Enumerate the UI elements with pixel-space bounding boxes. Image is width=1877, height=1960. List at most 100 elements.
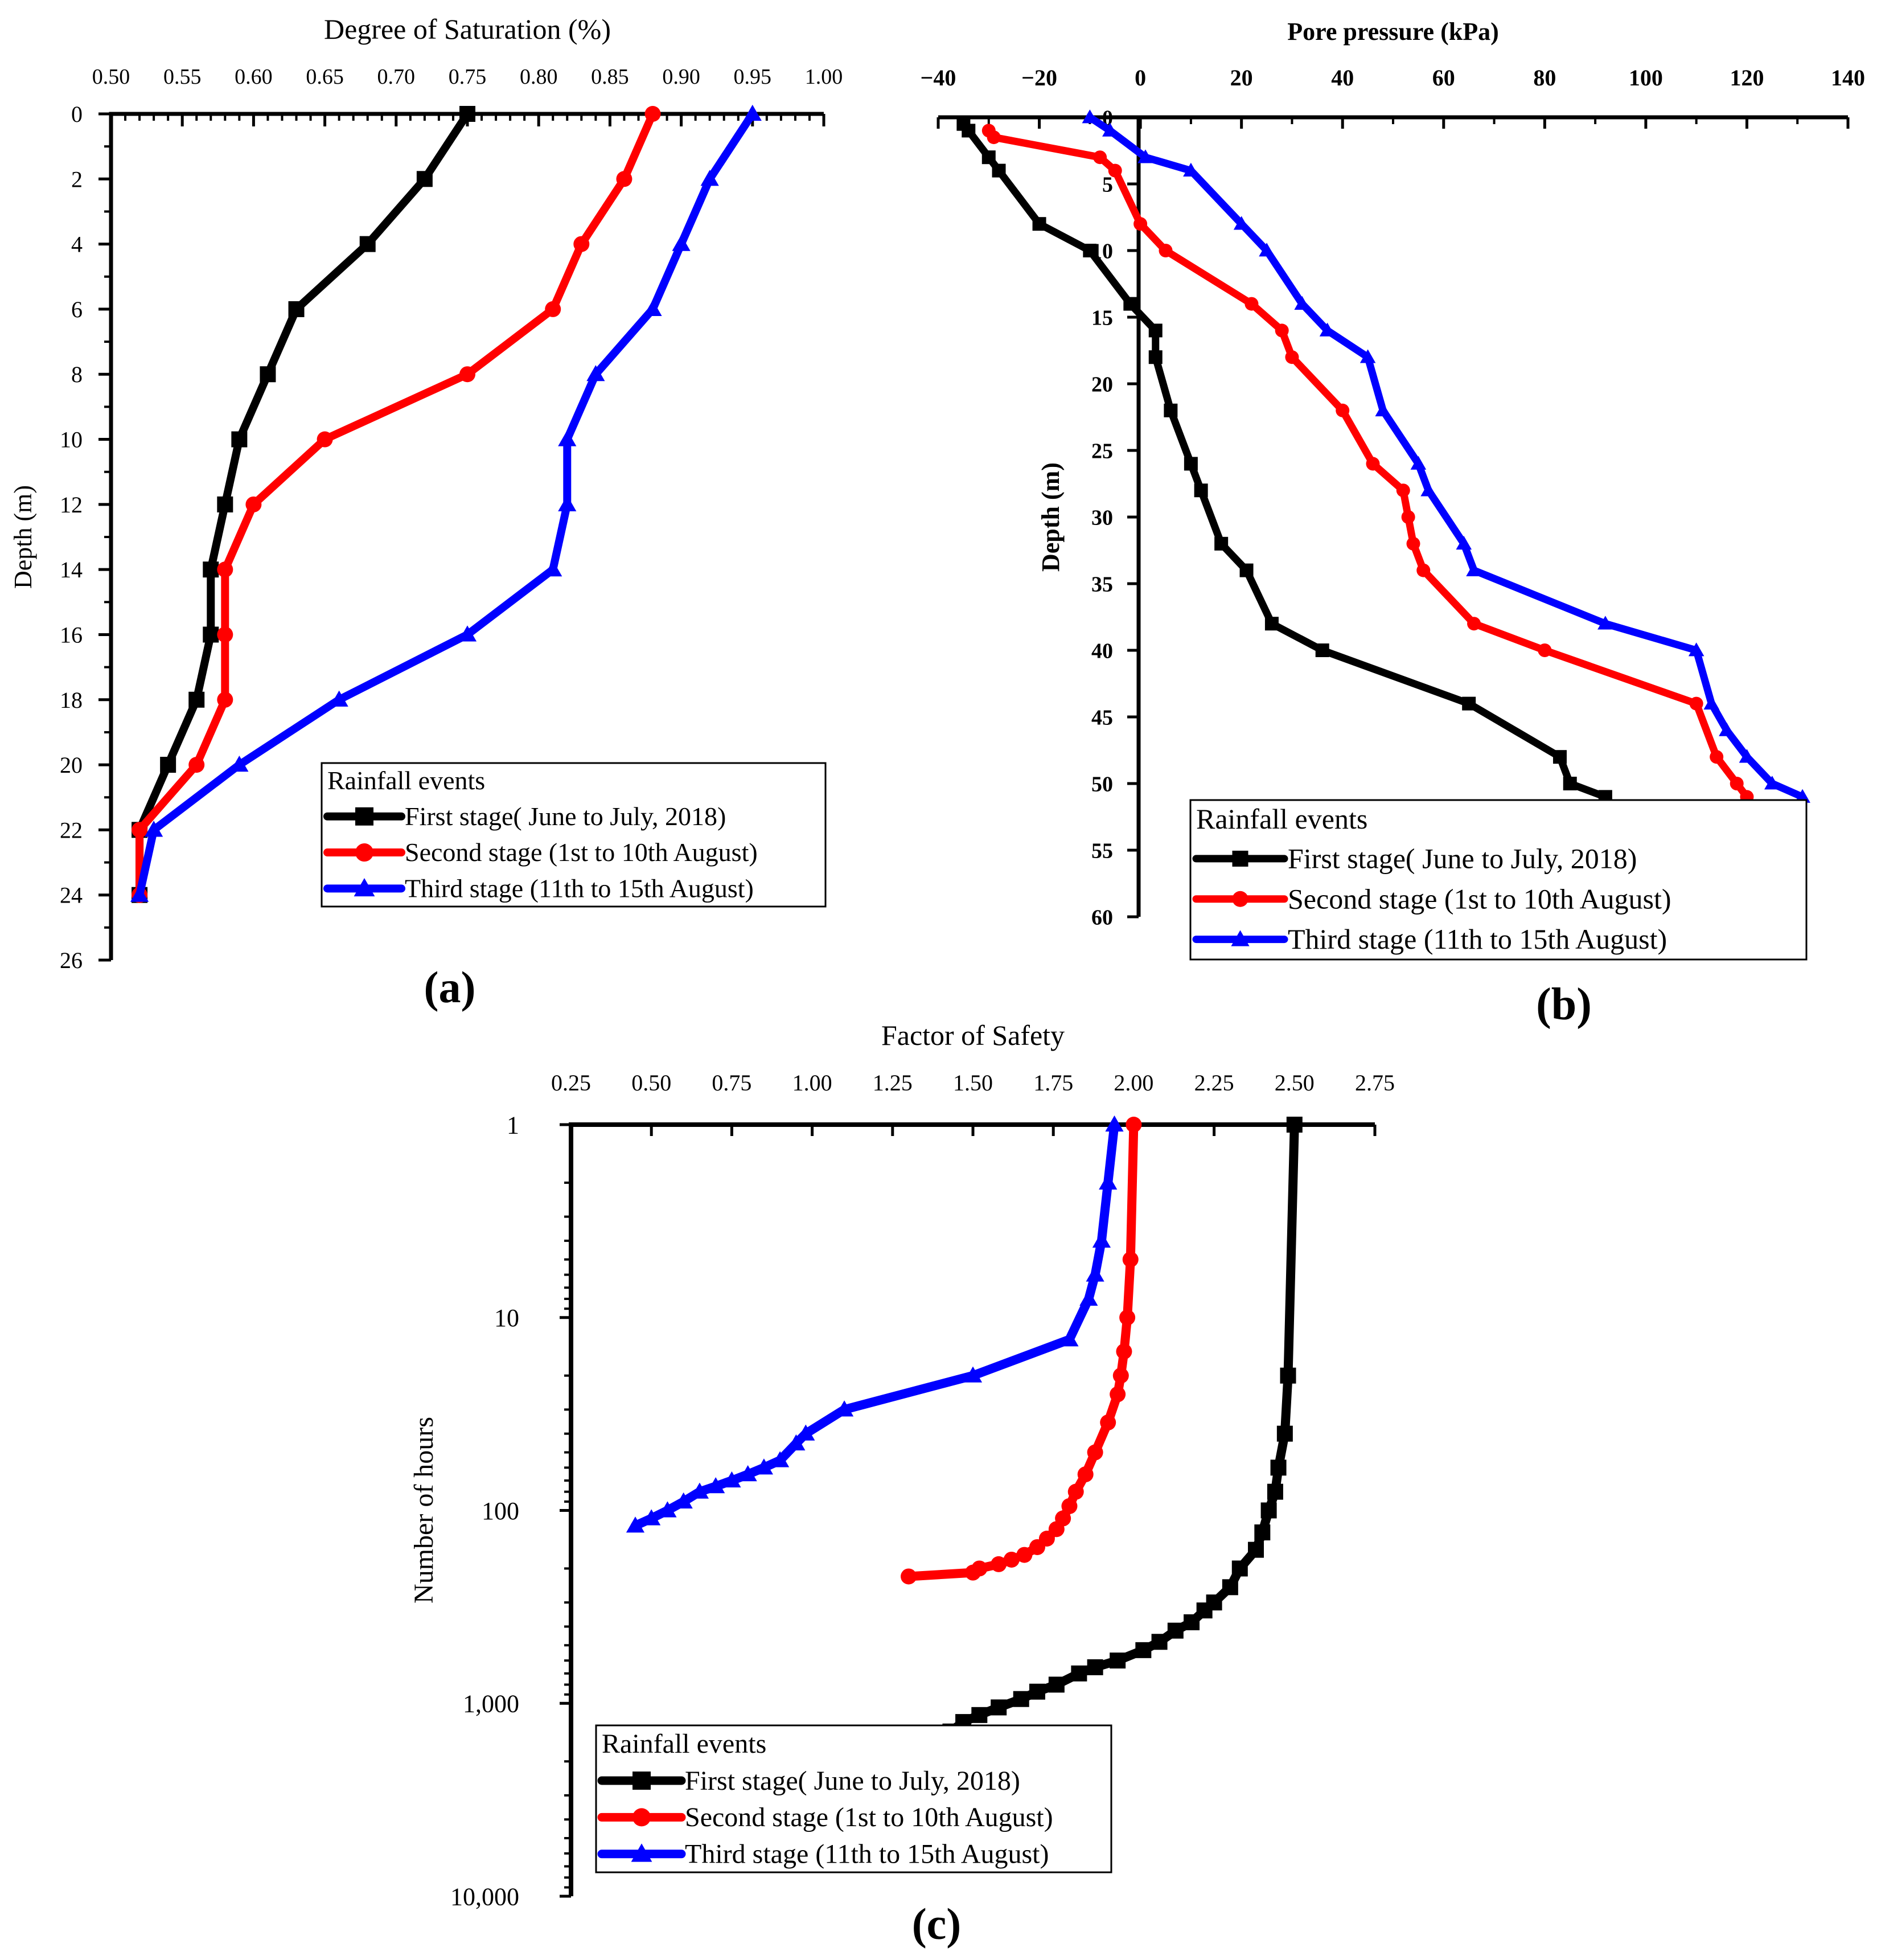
data-point-series-1 [1462, 696, 1476, 711]
data-point-series-2 [1285, 350, 1299, 364]
data-point-series-1 [1164, 403, 1178, 417]
x-tick-label: 0.95 [734, 65, 772, 89]
x-tick-label: −40 [921, 65, 956, 91]
data-point-series-2 [1122, 1251, 1139, 1268]
y-axis-label: Depth (m) [1037, 462, 1065, 572]
legend-marker-3 [631, 1843, 652, 1862]
data-point-series-1 [962, 124, 976, 138]
data-point-series-3 [330, 690, 348, 707]
x-tick-label: 0.60 [235, 65, 273, 89]
data-point-series-2 [991, 1556, 1007, 1572]
data-point-series-2 [1110, 1386, 1126, 1403]
data-point-series-2 [1710, 750, 1724, 764]
x-tick-label: 2.00 [1114, 1070, 1153, 1096]
data-point-series-3 [674, 1492, 693, 1509]
y-tick-label: 12 [60, 492, 83, 518]
data-point-series-2 [1116, 1343, 1132, 1360]
data-point-series-2 [188, 757, 205, 773]
data-point-series-2 [901, 1568, 917, 1585]
y-tick-label: 45 [1091, 706, 1113, 729]
data-point-series-1 [1167, 1622, 1184, 1639]
panel-b-pore-pressure: Pore pressure (kPa) −40 −20 0 20 40 60 80 100 120… [921, 18, 1865, 1030]
data-point-series-2 [1016, 1547, 1033, 1563]
x-tick-label: 0.80 [520, 65, 558, 89]
data-point-series-2 [1730, 777, 1744, 790]
chart-title: Factor of Safety [881, 1019, 1065, 1051]
data-point-series-3 [1259, 243, 1275, 257]
data-point-series-3 [145, 821, 163, 837]
data-point-series-1 [1135, 1642, 1152, 1658]
data-point-series-2 [1159, 244, 1173, 257]
data-point-series-1 [1048, 1676, 1065, 1693]
data-point-series-3 [626, 1516, 645, 1533]
data-point-series-1 [1087, 1659, 1103, 1675]
data-point-series-1 [1151, 1634, 1168, 1650]
x-tick-label: 140 [1831, 65, 1865, 91]
data-point-series-3 [643, 300, 662, 316]
data-point-series-3 [586, 365, 605, 382]
data-point-series-1 [1254, 1524, 1271, 1541]
y-tick-label: 50 [1091, 772, 1113, 796]
x-tick-label: 20 [1230, 65, 1253, 91]
y-axis-label: Depth (m) [9, 485, 37, 589]
data-point-series-2 [1467, 617, 1481, 631]
legend-title: Rainfall events [327, 766, 485, 795]
data-point-series-2 [317, 431, 333, 448]
data-point-series-1 [971, 1707, 988, 1723]
x-tick-label: 0.50 [631, 1070, 671, 1096]
legend-label-3: Third stage (11th to 15th August) [405, 874, 754, 903]
data-point-series-3 [738, 1465, 757, 1482]
data-point-series-1 [1286, 1117, 1303, 1133]
y-tick-label: 1 [507, 1111, 519, 1139]
legend-marker-2 [355, 843, 373, 862]
data-point-series-1 [1260, 1502, 1277, 1519]
data-point-series-1 [203, 561, 219, 578]
data-point-series-1 [288, 301, 305, 317]
legend-label-1: First stage( June to July, 2018) [685, 1766, 1020, 1796]
data-point-series-3 [963, 1366, 983, 1383]
y-tick-label: 55 [1091, 839, 1113, 863]
data-point-series-3 [835, 1400, 854, 1417]
data-point-series-2 [1336, 403, 1350, 417]
data-point-series-3 [690, 1482, 709, 1499]
data-point-series-1 [1552, 750, 1567, 764]
data-point-series-1 [416, 171, 433, 187]
data-point-series-3 [1099, 1173, 1118, 1190]
data-point-series-2 [217, 561, 233, 578]
legend-marker-3 [354, 878, 375, 897]
y-tick-label: 20 [1091, 372, 1113, 396]
legend-marker-3 [1231, 930, 1250, 946]
legend-label-1: First stage( June to July, 2018) [405, 802, 726, 831]
y-tick-label: 100 [482, 1497, 519, 1525]
legend-box [321, 762, 827, 908]
data-point-series-1 [1083, 244, 1097, 257]
data-point-series-1 [1280, 1367, 1296, 1384]
y-tick-label: 24 [60, 883, 83, 908]
y-tick-label: 6 [71, 297, 83, 322]
data-point-series-3 [1137, 149, 1153, 163]
panel-c-factor-of-safety: Factor of Safety 0.25 0.50 0.75 1.00 1.25 1.50… [409, 1019, 1395, 1949]
data-point-series-2 [545, 301, 561, 317]
data-point-series-1 [459, 106, 475, 122]
data-point-series-2 [217, 626, 233, 643]
data-point-series-2 [1416, 563, 1431, 577]
y-tick-label: 35 [1091, 572, 1113, 596]
data-point-series-2 [644, 106, 661, 122]
data-point-series-2 [1003, 1551, 1020, 1568]
data-point-series-3 [1092, 1231, 1111, 1248]
data-point-series-3 [658, 1501, 677, 1518]
x-tick-label: 60 [1432, 65, 1455, 91]
data-point-series-3 [642, 1509, 661, 1526]
data-point-series-2 [1401, 510, 1415, 524]
data-point-series-3 [1360, 349, 1376, 363]
panel-label: (a) [424, 962, 476, 1012]
legend-marker-1 [355, 807, 373, 826]
data-point-series-2 [1396, 483, 1410, 498]
data-point-series-2 [1126, 1117, 1142, 1133]
y-tick-label: 15 [1091, 306, 1113, 330]
data-point-series-3 [130, 885, 149, 902]
chart-title: Pore pressure (kPa) [1287, 18, 1499, 46]
data-point-series-1 [1013, 1691, 1029, 1707]
panel-label: (c) [912, 1899, 962, 1949]
